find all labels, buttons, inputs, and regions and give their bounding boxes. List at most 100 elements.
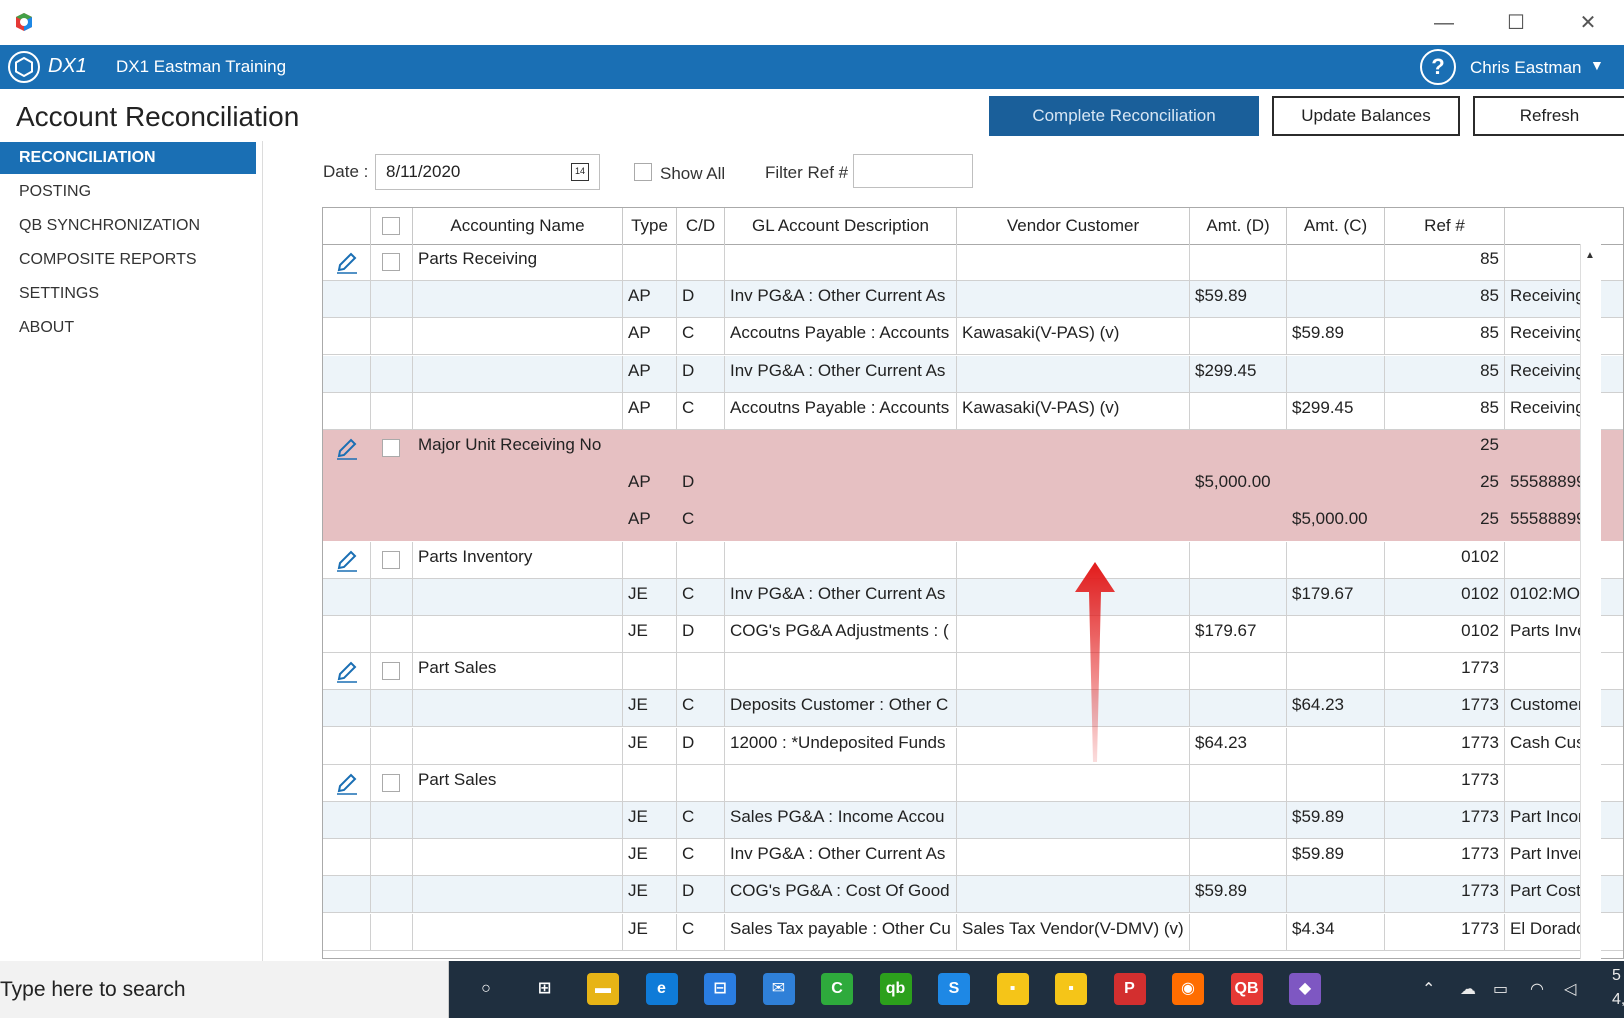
edit-pencil-icon[interactable] (335, 252, 359, 274)
sidebar-item-qb-synchronization[interactable]: QB SYNCHRONIZATION (19, 217, 201, 234)
edge-icon[interactable]: e (645, 973, 678, 1005)
table-row[interactable]: JE C Inv PG&A : Other Current As $59.89 1773… (323, 839, 1623, 877)
quickbooks-icon[interactable]: qb (879, 973, 912, 1005)
table-row[interactable]: JE D COG's PG&A : Cost Of Good $59.89 1773 Pa… (323, 876, 1623, 914)
table-row[interactable]: AP C Accoutns Payable : Accounts Kawasaki(V… (323, 318, 1623, 356)
accounting-name-cell (413, 392, 623, 429)
sticky-notes-icon[interactable]: ▪ (996, 973, 1029, 1005)
complete-reconciliation-button[interactable]: Complete Reconciliation (989, 96, 1259, 136)
sidebar-item-posting[interactable]: POSTING (19, 183, 92, 200)
select-cell (371, 876, 413, 913)
row-select-checkbox[interactable] (382, 662, 400, 681)
clock-time[interactable]: 5 (1612, 967, 1621, 984)
show-all-checkbox[interactable] (634, 163, 652, 181)
cd-cell: D (677, 355, 725, 392)
edit-cell (323, 578, 371, 615)
wifi-icon[interactable]: ◠ (1530, 981, 1544, 998)
table-row[interactable]: AP C Accoutns Payable : Accounts Kawasaki(V… (323, 392, 1623, 430)
sidebar-item-about[interactable]: ABOUT (19, 319, 75, 336)
window-titlebar: — ☐ ✕ (0, 0, 1624, 45)
header-vendor-customer[interactable]: Vendor Customer (957, 208, 1190, 244)
volume-icon[interactable]: ◁ (1564, 981, 1577, 998)
header-type[interactable]: Type (623, 208, 677, 244)
cd-cell: C (677, 504, 725, 541)
edit-pencil-icon[interactable] (335, 661, 359, 683)
calendar-icon[interactable]: 14 (571, 163, 589, 181)
header-amt-d[interactable]: Amt. (D) (1190, 208, 1287, 244)
edit-pencil-icon[interactable] (335, 550, 359, 572)
table-row[interactable]: JE C Sales Tax payable : Other Cu Sales Tax… (323, 913, 1623, 951)
qb-sync-icon[interactable]: QB (1230, 973, 1263, 1005)
table-row[interactable]: Major Unit Receiving No 25 (323, 430, 1623, 467)
table-row[interactable]: AP D $5,000.00 25 555888999 (323, 467, 1623, 505)
maximize-button[interactable]: ☐ (1507, 12, 1525, 34)
memo-cell: Cash Custo (1510, 732, 1599, 752)
gl-account-cell: 12000 : *Undeposited Funds (725, 727, 957, 764)
clock-date[interactable]: 4, (1612, 991, 1624, 1008)
header-amt-c[interactable]: Amt. (C) (1287, 208, 1385, 244)
table-row[interactable]: AP C $5,000.00 25 555888999 (323, 504, 1623, 542)
file-explorer-icon[interactable]: ▬ (587, 973, 619, 1005)
row-select-checkbox[interactable] (382, 773, 400, 792)
store-icon[interactable]: ⊟ (704, 973, 736, 1005)
table-row[interactable]: JE C Deposits Customer : Other C $64.23 1773… (323, 690, 1623, 728)
table-row[interactable]: AP D Inv PG&A : Other Current As $59.89 85 Re… (323, 281, 1623, 319)
header-cd[interactable]: C/D (677, 208, 725, 244)
firefox-icon[interactable]: ◉ (1172, 973, 1204, 1005)
edit-pencil-icon[interactable] (335, 438, 359, 460)
sidebar-item-reconciliation[interactable]: RECONCILIATION (0, 142, 256, 174)
battery-icon[interactable]: ▭ (1493, 981, 1509, 998)
edit-cell (323, 653, 371, 690)
vendor-customer-cell: Sales Tax Vendor(V-DMV) (v) (957, 913, 1190, 950)
user-menu[interactable]: Chris Eastman (1470, 58, 1582, 77)
row-select-checkbox[interactable] (382, 439, 400, 457)
type-cell (623, 244, 677, 280)
camtasia-icon[interactable]: C (821, 973, 853, 1005)
skype-icon[interactable]: S (938, 973, 970, 1005)
sidebar-item-composite-reports[interactable]: COMPOSITE REPORTS (19, 251, 197, 268)
chevron-up-icon[interactable]: ⌃ (1422, 981, 1436, 998)
cortana-icon[interactable]: ○ (481, 980, 491, 997)
table-row[interactable]: JE C Inv PG&A : Other Current As $179.67 010… (323, 578, 1623, 616)
filter-ref-input[interactable] (853, 154, 973, 188)
table-row[interactable]: Parts Receiving 85 (323, 244, 1623, 281)
header-select (371, 208, 413, 244)
table-row[interactable]: JE D COG's PG&A Adjustments : ($179.67 0102… (323, 616, 1623, 653)
table-row[interactable]: AP D Inv PG&A : Other Current As $299.45 85 R… (323, 355, 1623, 393)
accounting-name-cell (413, 616, 623, 652)
row-select-checkbox[interactable] (382, 550, 400, 569)
gl-account-cell (725, 467, 957, 504)
minimize-button[interactable]: — (1434, 12, 1454, 34)
row-select-checkbox[interactable] (382, 253, 400, 271)
header-gl-account-description[interactable]: GL Account Description (725, 208, 957, 244)
taskbar-search[interactable]: Type here to search (0, 961, 449, 1018)
header-accounting-name[interactable]: Accounting Name (413, 208, 623, 244)
scroll-up-icon[interactable]: ▲ (1585, 250, 1595, 261)
edit-pencil-icon[interactable] (335, 773, 359, 795)
refresh-button[interactable]: Refresh (1473, 96, 1624, 136)
dx1-icon[interactable]: ◆ (1289, 973, 1321, 1005)
help-icon[interactable]: ? (1420, 49, 1456, 85)
table-row[interactable]: JE C Sales PG&A : Income Accou $59.89 1773 Pa… (323, 802, 1623, 839)
cd-cell: D (677, 727, 725, 764)
update-balances-button[interactable]: Update Balances (1272, 96, 1460, 136)
table-row[interactable]: Part Sales 1773 (323, 653, 1623, 691)
sidebar-item-settings[interactable]: SETTINGS (19, 285, 100, 302)
header-ref[interactable]: Ref # (1385, 208, 1505, 244)
cd-cell: D (677, 616, 725, 652)
sticky-notes-icon[interactable]: ▪ (1055, 973, 1087, 1005)
amt-c-cell: $59.89 (1287, 802, 1385, 838)
table-row[interactable]: Parts Inventory 0102 (323, 541, 1623, 579)
task-view-icon[interactable]: ⊞ (537, 980, 552, 997)
mail-icon[interactable]: ✉ (762, 973, 795, 1005)
table-row[interactable]: Part Sales 1773 (323, 764, 1623, 802)
amt-d-cell (1190, 690, 1287, 727)
select-all-checkbox[interactable] (382, 217, 400, 235)
close-button[interactable]: ✕ (1579, 12, 1597, 34)
pdf-icon[interactable]: P (1113, 973, 1146, 1005)
table-row[interactable]: JE D 12000 : *Undeposited Funds $64.23 1773 C… (323, 727, 1623, 765)
date-field[interactable]: 8/11/2020 14 (375, 154, 600, 190)
chevron-down-icon[interactable]: ▼ (1590, 57, 1604, 73)
onedrive-icon[interactable]: ☁ (1460, 981, 1476, 998)
grid-scrollbar[interactable]: ▲ (1580, 244, 1601, 959)
